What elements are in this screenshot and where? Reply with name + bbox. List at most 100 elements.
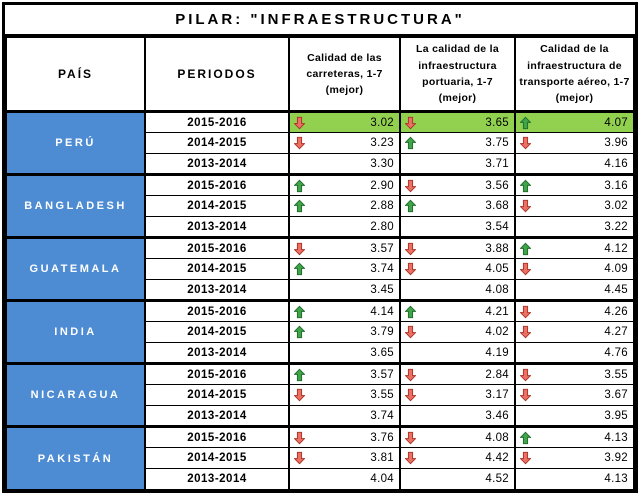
down-arrow-icon xyxy=(294,116,305,129)
table-row: PERÚ 2015-2016 3.02 3.65 4.07 xyxy=(5,110,635,175)
down-arrow-icon xyxy=(520,136,531,150)
country-cell: NICARAGUA xyxy=(5,362,146,427)
value-cell: 4.09 xyxy=(514,258,635,280)
value-cell: 3.54 xyxy=(399,216,516,238)
table-row: NICARAGUA 2015-2016 3.57 2.84 3.55 xyxy=(5,362,635,427)
value-cell: 4.21 xyxy=(399,299,516,322)
value-cell: 3.55 xyxy=(514,362,635,385)
value-text: 3.67 xyxy=(604,389,628,401)
value-text: 4.13 xyxy=(604,473,628,485)
value-text: 3.45 xyxy=(370,283,394,296)
up-arrow-icon xyxy=(294,199,305,213)
value-cell: 2.80 xyxy=(288,216,401,238)
period-cell: 2014-2015 xyxy=(144,384,290,406)
period-cell: 2014-2015 xyxy=(144,321,290,343)
down-arrow-icon xyxy=(405,431,416,444)
value-text: 3.95 xyxy=(604,409,628,422)
down-arrow-icon xyxy=(405,368,416,381)
value-text: 3.23 xyxy=(370,137,394,149)
value-text: 4.12 xyxy=(604,242,628,255)
up-arrow-icon xyxy=(294,305,305,318)
value-cell: 3.92 xyxy=(514,447,635,469)
down-arrow-icon xyxy=(405,325,416,339)
value-cell: 3.96 xyxy=(514,132,635,154)
value-text: 3.65 xyxy=(485,116,509,129)
value-text: 3.65 xyxy=(370,346,394,359)
value-cell: 2.84 xyxy=(399,362,516,385)
value-text: 4.05 xyxy=(485,263,509,275)
value-text: 3.75 xyxy=(485,137,509,149)
value-text: 3.56 xyxy=(485,179,509,192)
period-cell: 2013-2014 xyxy=(144,216,290,238)
down-arrow-icon xyxy=(520,451,531,465)
infrastructure-table: PAÍS PERIODOS Calidad de las carreteras,… xyxy=(5,37,635,490)
value-cell: 3.74 xyxy=(288,405,401,427)
value-text: 4.08 xyxy=(485,283,509,296)
period-cell: 2014-2015 xyxy=(144,132,290,154)
value-text: 4.13 xyxy=(604,431,628,444)
country-cell: PERÚ xyxy=(5,110,146,175)
value-text: 2.84 xyxy=(485,368,509,381)
down-arrow-icon xyxy=(405,388,416,402)
down-arrow-icon xyxy=(294,136,305,150)
value-text: 4.52 xyxy=(485,473,509,485)
value-cell: 3.65 xyxy=(288,342,401,364)
table-row: 2014-2015 3.74 4.05 4.09 xyxy=(6,258,635,280)
period-cell: 2013-2014 xyxy=(144,279,290,301)
value-cell: 3.71 xyxy=(399,153,516,175)
value-text: 4.16 xyxy=(604,157,628,170)
value-cell: 3.67 xyxy=(514,384,635,406)
value-cell: 4.04 xyxy=(288,468,401,490)
table-row: BANGLADESH 2015-2016 2.90 3.56 3.16 xyxy=(5,173,635,238)
down-arrow-icon xyxy=(405,451,416,465)
period-cell: 2015-2016 xyxy=(144,425,290,448)
value-cell: 2.90 xyxy=(288,173,401,196)
up-arrow-icon xyxy=(405,305,416,318)
value-cell: 3.22 xyxy=(514,216,635,238)
value-text: 4.45 xyxy=(604,283,628,296)
down-arrow-icon xyxy=(520,325,531,339)
value-text: 2.80 xyxy=(370,220,394,233)
table-row: 2013-2014 3.65 4.19 4.76 xyxy=(6,342,635,364)
header-row: PAÍS PERIODOS Calidad de las carreteras,… xyxy=(5,37,635,113)
value-text: 3.68 xyxy=(485,200,509,212)
value-cell: 4.19 xyxy=(399,342,516,364)
up-arrow-icon xyxy=(405,199,416,213)
down-arrow-icon xyxy=(520,262,531,276)
value-cell: 4.13 xyxy=(514,425,635,448)
up-arrow-icon xyxy=(294,179,305,192)
value-text: 4.21 xyxy=(485,305,509,318)
down-arrow-icon xyxy=(405,262,416,276)
value-cell: 3.65 xyxy=(399,110,516,133)
country-cell: GUATEMALA xyxy=(5,236,146,301)
value-cell: 3.79 xyxy=(288,321,401,343)
value-text: 3.92 xyxy=(604,452,628,464)
value-text: 3.02 xyxy=(370,116,394,129)
down-arrow-icon xyxy=(520,368,531,381)
up-arrow-icon xyxy=(294,325,305,339)
table-row: 2014-2015 3.23 3.75 3.96 xyxy=(6,132,635,154)
value-cell: 4.02 xyxy=(399,321,516,343)
period-cell: 2015-2016 xyxy=(144,299,290,322)
value-cell: 3.57 xyxy=(288,362,401,385)
down-arrow-icon xyxy=(405,116,416,129)
column-header-pais: PAÍS xyxy=(5,37,146,113)
value-text: 4.08 xyxy=(485,431,509,444)
down-arrow-icon xyxy=(294,388,305,402)
value-cell: 3.57 xyxy=(288,236,401,259)
value-cell: 3.75 xyxy=(399,132,516,154)
value-text: 4.14 xyxy=(370,305,394,318)
value-text: 3.79 xyxy=(370,326,394,338)
value-text: 4.04 xyxy=(370,473,394,485)
table-row: 2013-2014 4.04 4.52 4.13 xyxy=(6,468,635,490)
value-text: 4.07 xyxy=(604,116,628,129)
value-cell: 3.55 xyxy=(288,384,401,406)
table-row: 2014-2015 3.79 4.02 4.27 xyxy=(6,321,635,343)
value-cell: 4.16 xyxy=(514,153,635,175)
value-cell: 3.02 xyxy=(288,110,401,133)
down-arrow-icon xyxy=(405,179,416,192)
table-header: PAÍS PERIODOS Calidad de las carreteras,… xyxy=(5,37,635,113)
table-row: 2014-2015 2.88 3.68 3.02 xyxy=(6,195,635,217)
value-cell: 3.76 xyxy=(288,425,401,448)
